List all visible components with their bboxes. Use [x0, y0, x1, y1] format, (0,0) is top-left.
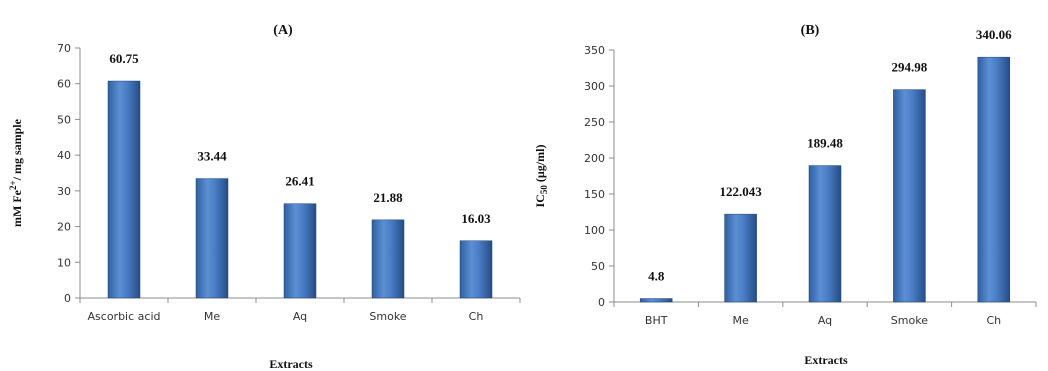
chart-a-category-labels: Ascorbic acid Me Aq Smoke Ch	[79, 298, 521, 323]
chart-a-y-tick-label: 70	[57, 42, 71, 55]
chart-b-bar-0	[639, 298, 673, 303]
chart-b-category-label-4: Ch	[986, 314, 1001, 327]
chart-b-data-label-3: 294.98	[892, 60, 928, 75]
chart-b-title: (B)	[801, 23, 820, 38]
chart-b-data-label-1: 122.043	[719, 184, 762, 199]
chart-b-category-labels: BHT Me Aq Smoke Ch	[613, 302, 1037, 327]
chart-a-bar-3	[371, 219, 405, 299]
chart-b-y-ticks: 0 50 100 150 200 250 300 350	[584, 44, 614, 309]
chart-a-category-label-2: Aq	[293, 310, 307, 323]
chart-a-data-label-0: 60.75	[109, 51, 139, 66]
chart-b-y-tick-label: 300	[584, 80, 605, 93]
chart-a-y-tick-label: 0	[64, 292, 71, 305]
chart-b: (B) 0 50 100 150 200 250 300 350 4.8 122.043 189.…	[533, 23, 1037, 367]
chart-b-y-axis-label: IC50 (µg/ml)	[533, 145, 549, 208]
chart-a-y-tick-label: 10	[57, 256, 71, 269]
chart-b-category-label-1: Me	[732, 314, 748, 327]
chart-a-y-tick-label: 40	[57, 149, 71, 162]
chart-a-bar-2	[283, 203, 317, 299]
chart-a-category-label-1: Me	[204, 310, 220, 323]
chart-a-category-label-0: Ascorbic acid	[88, 310, 161, 323]
chart-a-title: (A)	[273, 23, 293, 38]
chart-a: (A) 0 10 20 30 40 50 60 70 60.75 33.44 26.41 21.88…	[8, 23, 521, 371]
chart-b-y-tick-label: 350	[584, 44, 605, 57]
chart-b-bar-2	[808, 165, 842, 303]
chart-b-y-tick-label: 150	[584, 188, 605, 201]
chart-a-y-axis-label: mM Fe2+/ mg sample	[8, 118, 24, 227]
chart-a-x-axis-label: Extracts	[269, 357, 313, 371]
chart-a-bars	[107, 80, 493, 299]
chart-b-bar-3	[893, 89, 926, 303]
chart-a-y-tick-label: 20	[57, 221, 71, 234]
chart-a-data-label-2: 26.41	[285, 174, 314, 189]
chart-b-y-tick-label: 0	[598, 296, 605, 309]
chart-a-data-label-4: 16.03	[461, 211, 491, 226]
chart-b-category-label-3: Smoke	[891, 314, 928, 327]
chart-a-bar-1	[195, 178, 229, 299]
chart-b-y-tick-label: 200	[584, 152, 605, 165]
chart-a-y-tick-label: 50	[57, 113, 71, 126]
chart-b-x-axis-label: Extracts	[804, 353, 848, 367]
chart-b-bar-1	[724, 213, 757, 303]
chart-a-bar-0	[107, 80, 141, 299]
chart-b-data-label-2: 189.48	[807, 136, 843, 151]
chart-b-y-tick-label: 100	[584, 224, 605, 237]
chart-a-category-label-4: Ch	[469, 310, 484, 323]
chart-a-data-label-1: 33.44	[197, 149, 227, 164]
chart-a-data-labels: 60.75 33.44 26.41 21.88 16.03	[109, 51, 491, 226]
chart-b-category-label-0: BHT	[645, 314, 668, 327]
chart-b-data-label-0: 4.8	[648, 269, 665, 284]
chart-a-y-tick-label: 60	[57, 78, 71, 91]
chart-a-bar-4	[459, 240, 493, 299]
chart-b-bar-4	[977, 56, 1011, 303]
chart-b-data-label-4: 340.06	[976, 27, 1012, 42]
chart-b-bars	[639, 56, 1011, 303]
chart-a-y-ticks: 0 10 20 30 40 50 60 70	[57, 42, 80, 305]
chart-a-y-tick-label: 30	[57, 185, 71, 198]
chart-a-data-label-3: 21.88	[373, 190, 403, 205]
chart-b-data-labels: 4.8 122.043 189.48 294.98 340.06	[648, 27, 1012, 283]
chart-b-y-tick-label: 250	[584, 116, 605, 129]
chart-b-y-tick-label: 50	[591, 260, 605, 273]
chart-b-category-label-2: Aq	[818, 314, 832, 327]
chart-a-category-label-3: Smoke	[369, 310, 406, 323]
